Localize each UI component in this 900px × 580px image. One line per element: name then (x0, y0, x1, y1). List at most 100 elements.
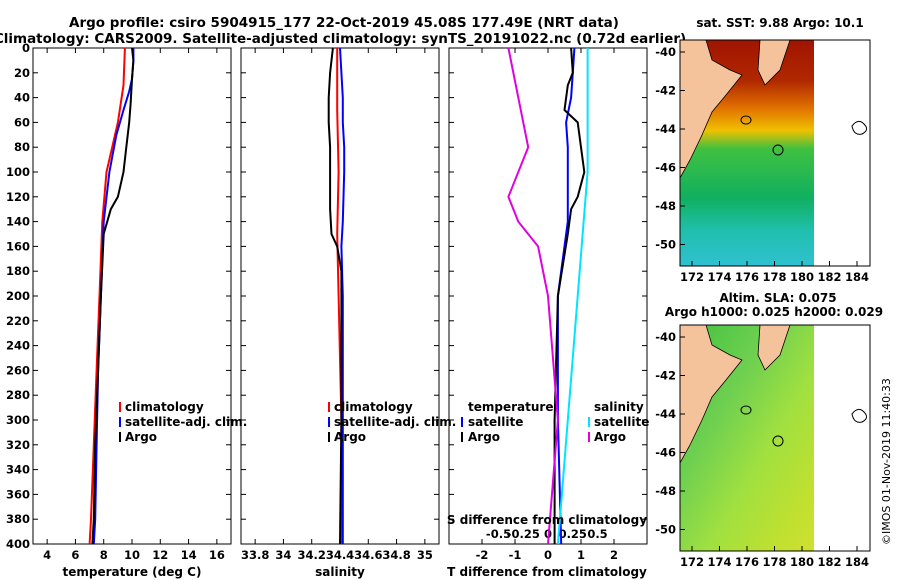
map-lon-label: 178 (762, 270, 786, 284)
depth-tick-label: 280 (6, 388, 30, 402)
figure-title-line1: Argo profile: csiro 5904915_177 22-Oct-2… (69, 15, 619, 31)
series-line-argo (327, 47, 343, 545)
legend-satellite: satellite-adj. clim. (125, 415, 247, 429)
salinity-series (327, 47, 346, 545)
temperature-axis-label: temperature (deg C) (63, 565, 202, 579)
chatham-islands-outline (740, 115, 752, 125)
depth-tick-label: 20 (14, 66, 30, 80)
depth-tick-label: 100 (6, 165, 30, 179)
series-line-satellite-adj-clim- (339, 47, 346, 544)
map-lat-label: -44 (655, 407, 676, 421)
sst-map-blank (814, 40, 870, 266)
map-lon-label: 184 (845, 270, 869, 284)
sla-map-axes: 172 174 176 178 180 182 184 -40 -42 -44 -46 -48 -50 (655, 330, 869, 569)
x-tick-label: 35 (417, 548, 433, 562)
map-lon-label: 180 (790, 270, 814, 284)
x-tick-label: 6 (71, 548, 79, 562)
depth-tick-label: 360 (6, 487, 30, 501)
series-line-satellite-s (556, 48, 589, 545)
argo-position-marker (772, 144, 784, 156)
map-lat-label: -44 (655, 122, 676, 136)
depth-tick-label: 380 (6, 512, 30, 526)
x-tick-label: 2 (610, 548, 618, 562)
map-lat-label: -42 (655, 84, 676, 98)
series-line-argo (91, 47, 135, 545)
t-difference-axis-label: T difference from climatology (447, 565, 647, 579)
x-tick-label: 10 (124, 548, 140, 562)
x-tick-label: 34.2 (298, 548, 326, 562)
depth-tick-label: 220 (6, 314, 30, 328)
depth-tick-label: 240 (6, 339, 30, 353)
depth-tick-label: 60 (14, 115, 30, 129)
depth-tick-label: 260 (6, 363, 30, 377)
depth-tick-label: 320 (6, 438, 30, 452)
x-tick-label: 34.6 (354, 548, 382, 562)
island-outline (851, 120, 868, 135)
legend-temperature-title: temperature (468, 400, 553, 414)
map-lon-label: 172 (680, 270, 704, 284)
series-line-climatology (88, 47, 126, 545)
map-lon-label: 180 (790, 555, 814, 569)
salinity-x-axis: 33.8 34 34.2 34.4 34.6 34.8 35 (241, 48, 433, 562)
x-tick-label: 0 (544, 548, 552, 562)
x-tick-label: -1 (509, 548, 522, 562)
depth-tick-label: 180 (6, 264, 30, 278)
sla-map-title-line2: Argo h1000: 0.025 h2000: 0.029 (665, 305, 883, 319)
s-tick-label: 0.25 (559, 527, 587, 541)
sla-map-blank (814, 325, 870, 551)
legend-s-argo: Argo (594, 430, 626, 444)
map-lon-label: 184 (845, 555, 869, 569)
legend-t-argo: Argo (468, 430, 500, 444)
map-lat-label: -48 (655, 484, 676, 498)
x-tick-label: -2 (476, 548, 489, 562)
difference-legend: temperature satellite Argo salinity sate… (461, 400, 649, 444)
x-tick-label: 34.8 (382, 548, 410, 562)
x-tick-label: 14 (181, 548, 197, 562)
sst-map (679, 39, 871, 267)
s-tick-label: 0.5 (587, 527, 607, 541)
x-tick-label: 16 (209, 548, 225, 562)
depth-tick-label: 80 (14, 140, 30, 154)
x-tick-label: 33.8 (241, 548, 269, 562)
map-lat-label: -42 (655, 369, 676, 383)
map-lat-label: -48 (655, 199, 676, 213)
difference-x-axis: -2 -1 0 1 2-0.5-0.25 0 0.25 0.5 (476, 48, 618, 562)
legend-salinity-title: salinity (594, 400, 644, 414)
map-lat-label: -50 (655, 523, 676, 537)
s-tick-label: -0.25 (507, 527, 540, 541)
difference-series (507, 47, 589, 545)
legend-s-satellite: satellite (594, 415, 649, 429)
x-tick-label: 8 (100, 548, 108, 562)
sla-map-title-line1: Altim. SLA: 0.075 (719, 291, 836, 305)
depth-axis: 0 20 40 60 80 100 120 140 160 180 200 220 240 260 280 3… (6, 41, 647, 551)
new-zealand-land (679, 39, 743, 180)
map-lat-label: -50 (655, 238, 676, 252)
argo-position-marker (772, 435, 784, 447)
new-zealand-land (679, 324, 743, 465)
map-lat-label: -46 (655, 161, 676, 175)
map-lon-label: 172 (680, 555, 704, 569)
salinity-legend: climatology satellite-adj. clim. Argo (328, 400, 456, 444)
sst-map-title: sat. SST: 9.88 Argo: 10.1 (696, 16, 863, 30)
sla-map (679, 324, 871, 552)
legend-climatology: climatology (334, 400, 413, 414)
x-tick-label: 1 (577, 548, 585, 562)
series-line-argo-t (553, 47, 586, 544)
figure-title-line2: Climatology: CARS2009. Satellite-adjuste… (0, 31, 686, 47)
legend-satellite: satellite-adj. clim. (334, 415, 456, 429)
island-outline (851, 408, 868, 423)
map-lon-label: 174 (707, 270, 731, 284)
temperature-legend: climatology satellite-adj. clim. Argo (119, 400, 247, 444)
map-lon-label: 174 (707, 555, 731, 569)
map-lon-label: 178 (762, 555, 786, 569)
temperature-x-axis: 4 6 8 10 12 14 16 (43, 48, 225, 562)
depth-tick-label: 40 (14, 91, 30, 105)
map-lon-label: 182 (817, 270, 841, 284)
depth-tick-label: 160 (6, 239, 30, 253)
x-tick-label: 34.4 (326, 548, 354, 562)
salinity-axis-label: salinity (315, 565, 365, 579)
imos-credit: ©IMOS 01-Nov-2019 11:40:33 (880, 378, 893, 545)
depth-tick-label: 140 (6, 215, 30, 229)
depth-tick-label: 120 (6, 190, 30, 204)
